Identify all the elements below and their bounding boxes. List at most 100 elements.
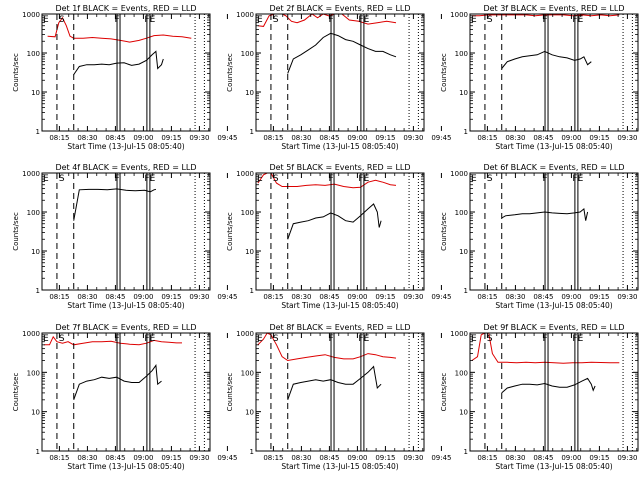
- panel-title: Det 6f BLACK = Events, RED = LLD: [483, 163, 624, 172]
- y-axis-title: Counts/sec: [12, 53, 20, 92]
- y-tick-label: 1000: [450, 170, 468, 178]
- y-tick-label: 1: [36, 287, 40, 295]
- panel-det-2: Det 2f BLACK = Events, RED = LLD E S F FE 1 10…: [226, 4, 452, 151]
- panel-title: Det 1f BLACK = Events, RED = LLD: [55, 4, 196, 13]
- marker-fe-label: FE: [572, 334, 583, 344]
- y-tick-label: 1: [250, 128, 254, 136]
- x-tick-label: 08:30: [77, 293, 97, 301]
- x-tick-label: 08:15: [49, 454, 69, 462]
- y-tick-label: 10: [245, 248, 254, 256]
- x-axis-title: Start Time (13-Jul-15 08:05:40): [67, 301, 184, 310]
- marker-s-label: S: [487, 15, 493, 25]
- y-tick-label: 1: [464, 287, 468, 295]
- marker-f-label: F: [543, 334, 548, 344]
- x-tick-label: 08:45: [105, 293, 125, 301]
- y-tick-label: 100: [455, 209, 468, 217]
- x-axis-title: Start Time (13-Jul-15 08:05:40): [495, 301, 612, 310]
- x-tick-label: 09:15: [161, 293, 181, 301]
- y-tick-label: 10: [31, 248, 40, 256]
- panel-det-6: Det 6f BLACK = Events, RED = LLD E S F FE 1 10…: [440, 163, 639, 310]
- y-tick-label: 100: [27, 50, 40, 58]
- marker-f-label: F: [115, 174, 120, 184]
- x-tick-label: 09:15: [161, 454, 181, 462]
- x-tick-label: 09:30: [617, 293, 637, 301]
- x-tick-label: 09:00: [347, 134, 367, 142]
- x-tick-label: 08:30: [505, 454, 525, 462]
- y-tick-label: 1000: [22, 11, 40, 19]
- y-tick-label: 1000: [22, 170, 40, 178]
- plot-frame: [469, 332, 639, 452]
- y-tick-label: 10: [245, 89, 254, 97]
- x-tick-label: 09:30: [189, 293, 209, 301]
- x-tick-label: 08:30: [77, 454, 97, 462]
- x-axis-title: Start Time (13-Jul-15 08:05:40): [281, 462, 398, 471]
- panel-title: Det 2f BLACK = Events, RED = LLD: [269, 4, 410, 13]
- x-tick-label: 09:15: [589, 293, 609, 301]
- x-tick-label: 08:15: [477, 293, 497, 301]
- y-tick-label: 10: [31, 409, 40, 417]
- panel-det-8: Det 8f BLACK = Events, RED = LLD E S F FE 1 10…: [226, 323, 452, 471]
- marker-fe-label: FE: [572, 15, 583, 25]
- x-tick-label: 09:15: [375, 454, 395, 462]
- y-tick-label: 1: [250, 287, 254, 295]
- marker-f-label: F: [543, 174, 548, 184]
- x-tick-label: 09:00: [347, 454, 367, 462]
- series-lld-line: [257, 172, 397, 189]
- y-axis-title: Counts/sec: [440, 373, 448, 412]
- panel-title: Det 4f BLACK = Events, RED = LLD: [55, 163, 196, 172]
- plot-frame: [469, 172, 639, 291]
- y-tick-label: 1000: [450, 330, 468, 338]
- x-axis-title: Start Time (13-Jul-15 08:05:40): [495, 142, 612, 151]
- marker-e-label: E: [471, 334, 477, 344]
- marker-f-label: F: [329, 334, 334, 344]
- x-tick-label: 09:00: [347, 293, 367, 301]
- marker-s-label: S: [59, 334, 65, 344]
- x-tick-label: 09:30: [403, 454, 423, 462]
- y-tick-label: 1: [36, 448, 40, 456]
- y-axis-title: Counts/sec: [226, 53, 234, 92]
- marker-e-label: E: [43, 334, 49, 344]
- x-tick-label: 08:15: [263, 134, 283, 142]
- x-tick-label: 09:45: [431, 454, 451, 462]
- panel-title: Det 8f BLACK = Events, RED = LLD: [269, 323, 410, 332]
- x-tick-label: 08:45: [105, 454, 125, 462]
- y-tick-label: 10: [459, 248, 468, 256]
- panel-det-9: Det 9f BLACK = Events, RED = LLD E S F FE 1 10…: [440, 323, 639, 471]
- x-tick-label: 08:45: [319, 134, 339, 142]
- plot-frame: [41, 13, 211, 132]
- x-tick-label: 08:15: [477, 134, 497, 142]
- marker-e-label: E: [43, 174, 49, 184]
- marker-fe-label: FE: [358, 334, 369, 344]
- y-tick-label: 10: [31, 89, 40, 97]
- x-tick-label: 08:45: [105, 134, 125, 142]
- y-axis-title: Counts/sec: [440, 53, 448, 92]
- x-tick-label: 09:30: [403, 293, 423, 301]
- x-axis-title: Start Time (13-Jul-15 08:05:40): [281, 142, 398, 151]
- x-tick-label: 09:45: [217, 293, 237, 301]
- x-tick-label: 09:45: [431, 293, 451, 301]
- x-tick-label: 08:15: [263, 293, 283, 301]
- y-tick-label: 1000: [236, 170, 254, 178]
- panel-det-7: Det 7f BLACK = Events, RED = LLD E S F FE 1 10…: [12, 323, 238, 471]
- x-tick-label: 09:00: [561, 134, 581, 142]
- y-tick-label: 1000: [22, 330, 40, 338]
- plot-frame: [41, 332, 211, 452]
- marker-f-label: F: [115, 334, 120, 344]
- marker-f-label: F: [115, 15, 120, 25]
- y-tick-label: 100: [27, 369, 40, 377]
- x-tick-label: 08:45: [533, 293, 553, 301]
- x-axis-title: Start Time (13-Jul-15 08:05:40): [67, 462, 184, 471]
- marker-s-label: S: [487, 334, 493, 344]
- x-tick-label: 08:30: [291, 134, 311, 142]
- y-tick-label: 100: [27, 209, 40, 217]
- panel-title: Det 7f BLACK = Events, RED = LLD: [55, 323, 196, 332]
- y-tick-label: 1: [36, 128, 40, 136]
- x-tick-label: 09:30: [189, 134, 209, 142]
- marker-fe-label: FE: [358, 15, 369, 25]
- x-tick-label: 09:30: [617, 454, 637, 462]
- x-tick-label: 09:00: [133, 454, 153, 462]
- marker-e-label: E: [257, 174, 263, 184]
- marker-fe-label: FE: [144, 15, 155, 25]
- series-events-line: [501, 377, 596, 394]
